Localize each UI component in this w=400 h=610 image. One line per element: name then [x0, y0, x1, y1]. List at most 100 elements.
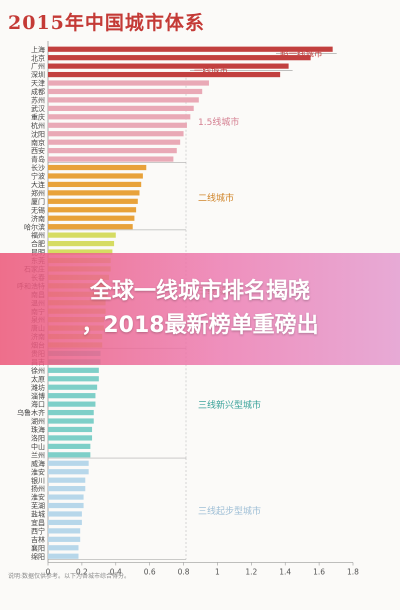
x-tick-label: 1	[215, 567, 220, 576]
category-label: 哈尔滨	[24, 222, 45, 231]
category-label: 银川	[31, 476, 45, 485]
bar	[48, 469, 89, 475]
category-label: 西安	[31, 146, 45, 155]
bar	[48, 198, 138, 204]
category-label: 盐城	[31, 510, 45, 519]
bar	[48, 452, 91, 458]
x-tick-label: 1.8	[347, 567, 359, 576]
x-tick-label: 1.6	[313, 567, 325, 576]
category-label: 兰州	[31, 450, 45, 459]
footnote: 说明:数据仅供参考。以下为各城市综合得分。	[8, 573, 131, 580]
bar	[48, 477, 86, 483]
bar	[48, 215, 135, 221]
x-tick-label: 0.8	[178, 567, 190, 576]
category-label: 长沙	[31, 163, 45, 172]
bar	[48, 190, 140, 196]
bar	[48, 418, 94, 424]
category-label: 珠海	[31, 425, 45, 434]
category-label: 福州	[31, 231, 45, 240]
bar	[48, 460, 89, 466]
category-label: 杭州	[31, 121, 45, 130]
category-label: 广州	[31, 62, 45, 71]
bar	[48, 148, 177, 154]
category-label: 上海	[31, 45, 45, 54]
tier-label: 1.5线城市	[198, 116, 239, 128]
bar	[48, 384, 98, 390]
bar	[48, 181, 142, 188]
category-label: 天津	[31, 80, 45, 88]
category-label: 合肥	[31, 239, 45, 248]
category-label: 重庆	[31, 112, 45, 121]
category-label: 南京	[31, 138, 45, 147]
category-label: 苏州	[31, 96, 45, 105]
x-tick-label: 0.4	[110, 567, 122, 576]
bar	[48, 401, 96, 407]
category-label: 乌鲁木齐	[17, 408, 45, 417]
bar	[48, 545, 79, 551]
category-label: 中山	[31, 442, 45, 451]
bar	[48, 46, 333, 52]
bar	[48, 232, 116, 238]
category-label: 襄阳	[31, 543, 45, 552]
bar	[48, 173, 143, 179]
bar	[48, 409, 94, 416]
category-label: 宜昌	[31, 518, 45, 527]
x-tick-label: 0.2	[76, 567, 88, 576]
headline-line-1: 全球一线城市排名揭晓	[89, 279, 310, 304]
bar	[48, 249, 113, 255]
category-label: 太原	[31, 374, 45, 383]
category-label: 大连	[31, 180, 45, 189]
category-label: 深圳	[31, 70, 45, 79]
category-label: 郑州	[31, 189, 45, 197]
category-label: 绵阳	[31, 552, 45, 561]
headline-banner: 全球一线城市排名揭晓 ，2018最新榜单重磅出	[0, 253, 400, 365]
category-label: 成都	[31, 87, 45, 96]
headline-line-2: ，2018最新榜单重磅出	[81, 313, 319, 338]
category-label: 芜湖	[31, 501, 45, 510]
bar	[48, 164, 147, 171]
category-label: 湖州	[31, 417, 45, 426]
bar	[48, 536, 81, 542]
bar	[48, 393, 96, 399]
category-label: 洛阳	[31, 434, 45, 443]
bar	[48, 502, 84, 509]
category-label: 徐州	[31, 366, 45, 375]
bar	[48, 240, 115, 247]
category-label: 北京	[31, 53, 45, 62]
bar	[48, 122, 187, 128]
bar	[48, 486, 86, 492]
category-label: 淮安	[31, 467, 45, 476]
bar	[48, 443, 91, 449]
x-tick-label: 1.4	[279, 567, 291, 576]
bar	[48, 367, 99, 373]
tier-label: 二线城市	[198, 192, 234, 204]
bar	[48, 426, 93, 433]
bar	[48, 97, 199, 103]
category-label: 武汉	[31, 104, 45, 113]
bar	[48, 63, 289, 69]
chart-title: 2015年中国城市体系	[8, 12, 205, 34]
tier-label: 三线起步型城市	[198, 505, 261, 517]
tier-label: 三线新兴型城市	[198, 399, 261, 411]
bar	[48, 519, 82, 526]
bar	[48, 131, 184, 137]
tier-label: 超一线城市	[280, 48, 323, 59]
category-label: 吉林	[31, 535, 45, 544]
category-label: 淮安	[31, 493, 45, 502]
category-label: 海口	[31, 400, 45, 409]
category-label: 西宁	[31, 526, 45, 535]
bar	[48, 71, 281, 78]
category-label: 宁波	[31, 172, 45, 181]
category-label: 淄博	[31, 391, 45, 400]
category-label: 济南	[31, 214, 45, 223]
bar	[48, 224, 133, 230]
bar	[48, 494, 84, 500]
bar	[48, 80, 209, 86]
bar	[48, 88, 203, 95]
category-label: 无锡	[31, 205, 45, 214]
x-tick-label: 0.6	[144, 567, 156, 576]
bar	[48, 528, 81, 534]
bar	[48, 55, 311, 61]
category-label: 昆明	[31, 249, 45, 257]
